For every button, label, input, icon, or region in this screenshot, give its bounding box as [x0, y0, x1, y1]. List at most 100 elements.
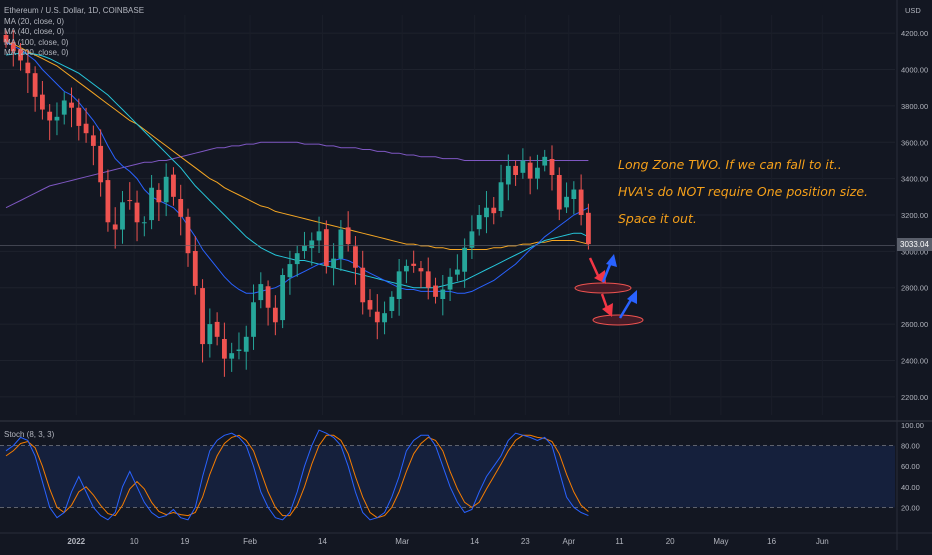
candle-body	[32, 73, 38, 97]
candles	[3, 29, 591, 377]
candle-body	[171, 174, 176, 197]
candle-body	[520, 160, 526, 173]
zone-ellipse-two[interactable]	[592, 314, 644, 326]
candle-body	[447, 276, 453, 290]
candle-body	[331, 258, 336, 269]
ma20-label[interactable]: MA (20, close, 0)	[4, 16, 65, 26]
candle-body	[556, 175, 562, 210]
candle-body	[389, 296, 395, 311]
candle-body	[302, 245, 307, 251]
symbol-title[interactable]: Ethereum / U.S. Dollar, 1D, COINBASE	[4, 6, 145, 15]
stoch-tick-label: 60.00	[901, 462, 920, 471]
candle-body	[338, 229, 344, 259]
annotation-line-one[interactable]: Long Zone TWO. If we can fall to it..	[618, 157, 842, 172]
time-tick-label: Feb	[243, 537, 257, 546]
chart-legend: Ethereum / U.S. Dollar, 1D, COINBASE MA …	[4, 6, 144, 59]
candle-body	[586, 212, 591, 245]
stoch-label[interactable]: Stoch (8, 3, 3)	[4, 430, 55, 439]
candle-body	[54, 116, 60, 121]
candle-body	[578, 189, 584, 215]
price-tick-label: 2800.00	[901, 284, 928, 293]
candle-body	[40, 94, 45, 110]
candle-body	[374, 311, 380, 323]
candle-body	[222, 339, 227, 359]
candle-body	[265, 286, 271, 308]
stoch-tick-label: 100.00	[901, 421, 924, 430]
candle-body	[251, 302, 256, 337]
candle-body	[192, 251, 198, 286]
candle-body	[243, 336, 249, 352]
zone-ellipse-one[interactable]	[574, 282, 632, 294]
blue-arrow-up-one[interactable]	[601, 254, 617, 283]
candle-body	[571, 189, 577, 199]
candle-body	[294, 253, 300, 265]
time-tick-label: 10	[130, 537, 139, 546]
price-tick-label: 3600.00	[901, 138, 928, 147]
blue-arrow-up-two[interactable]	[618, 290, 637, 319]
candle-body	[134, 202, 140, 223]
ma100-label[interactable]: MA (100, close, 0)	[4, 37, 69, 47]
price-tick-label: 4200.00	[901, 29, 928, 38]
candle-body	[287, 264, 293, 278]
candle-body	[229, 353, 235, 359]
price-tick-label: 3400.00	[901, 175, 928, 184]
candle-body	[178, 199, 184, 217]
candle-body	[360, 267, 366, 303]
candle-body	[316, 231, 322, 241]
candle-body	[549, 159, 555, 175]
candle-body	[484, 207, 489, 218]
ma40-label[interactable]: MA (40, close, 0)	[4, 27, 65, 36]
candle-body	[542, 156, 548, 166]
time-tick-label: 16	[767, 537, 776, 546]
price-tick-label: 2200.00	[901, 393, 928, 402]
ma100-line	[5, 41, 589, 250]
candle-body	[345, 227, 351, 245]
candle-body	[396, 271, 402, 299]
candle-body	[149, 187, 154, 221]
candle-body	[10, 42, 16, 52]
ma200-label[interactable]: MA (200, close, 0)	[4, 48, 69, 57]
time-tick-label: 20	[666, 537, 675, 546]
candle-body	[200, 288, 205, 345]
time-tick-label: 23	[521, 537, 530, 546]
candle-body	[83, 123, 89, 134]
annotation-line-three[interactable]: Space it out.	[618, 211, 697, 226]
candle-body	[105, 180, 111, 223]
time-tick-label: Jun	[816, 537, 829, 546]
price-tick-label: 4000.00	[901, 66, 928, 75]
time-tick-label: 14	[470, 537, 479, 546]
stoch-tick-label: 40.00	[901, 483, 920, 492]
red-arrow-down-two[interactable]	[600, 293, 613, 317]
candle-body	[90, 135, 96, 146]
time-tick-label: 11	[615, 537, 624, 546]
candle-body	[76, 107, 82, 126]
time-tick-label: 14	[318, 537, 327, 546]
candle-body	[258, 284, 264, 301]
candle-body	[185, 216, 191, 254]
candle-body	[440, 289, 446, 299]
stoch-k-line	[5, 429, 589, 521]
price-tick-label: 2600.00	[901, 320, 928, 329]
stochastic-pane	[0, 429, 895, 521]
candle-body	[425, 271, 431, 288]
candle-body	[309, 240, 315, 249]
candle-body	[214, 321, 220, 337]
candle-body	[498, 182, 504, 211]
candle-body	[127, 200, 133, 202]
candle-body	[527, 162, 533, 179]
time-tick-label: 19	[180, 537, 189, 546]
candle-body	[156, 189, 162, 203]
candle-body	[120, 202, 125, 230]
annotation-line-two[interactable]: HVA's do NOT require One position size.	[618, 184, 869, 199]
candle-body	[163, 176, 169, 203]
candle-body	[382, 313, 387, 323]
candle-body	[353, 246, 358, 268]
stoch-tick-label: 20.00	[901, 503, 920, 512]
candle-body	[323, 229, 329, 266]
candle-body	[141, 222, 147, 224]
candle-body	[25, 62, 31, 74]
candle-body	[207, 324, 213, 345]
